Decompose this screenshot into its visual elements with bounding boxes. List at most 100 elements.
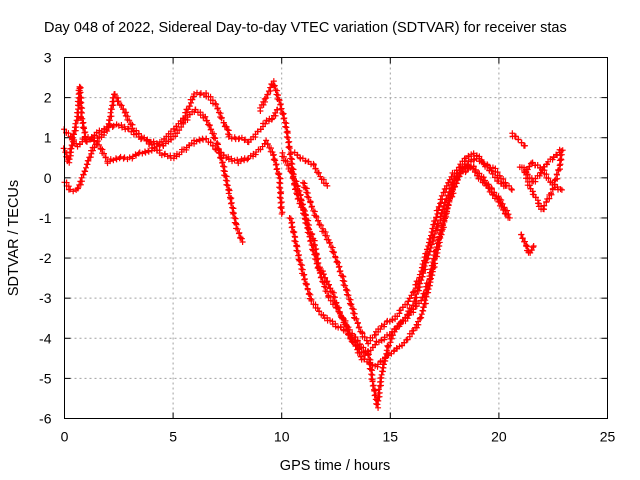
data-point [379, 364, 386, 371]
x-axis-label: GPS time / hours [280, 458, 390, 474]
data-point [164, 153, 171, 160]
data-point [263, 95, 270, 102]
data-point [332, 254, 339, 261]
data-point [357, 353, 364, 360]
data-point [558, 186, 565, 193]
data-point [315, 170, 322, 177]
data-point [281, 115, 288, 122]
data-point [288, 169, 295, 176]
data-point [299, 262, 306, 269]
data-point [349, 305, 356, 312]
data-point [223, 123, 230, 130]
data-point [350, 310, 357, 317]
data-point [180, 116, 187, 123]
data-point [280, 115, 287, 122]
data-point [443, 208, 450, 215]
data-point [273, 91, 280, 98]
data-point [277, 101, 284, 108]
data-point [138, 133, 145, 140]
data-point [361, 334, 368, 341]
data-point [102, 154, 109, 161]
data-point [203, 135, 210, 142]
data-point [506, 214, 513, 221]
data-point [78, 109, 85, 116]
y-tick-label: -5 [39, 370, 52, 386]
chart-title: Day 048 of 2022, Sidereal Day-to-day VTE… [44, 20, 567, 36]
data-point [311, 255, 318, 262]
data-point [82, 134, 89, 141]
data-point [270, 152, 277, 159]
data-point [482, 177, 489, 184]
data-point [106, 116, 113, 123]
data-point [66, 156, 73, 163]
data-point [431, 221, 438, 228]
data-point [217, 154, 224, 161]
data-point [303, 281, 310, 288]
data-point [453, 180, 460, 187]
data-point [355, 324, 362, 331]
data-point [419, 261, 426, 268]
data-point [307, 199, 314, 206]
data-point [519, 235, 526, 242]
data-point [295, 256, 302, 263]
data-point [241, 137, 248, 144]
data-point [336, 268, 343, 275]
data-point [91, 144, 98, 151]
data-point [135, 130, 142, 137]
data-point [126, 117, 133, 124]
y-tick-label: 2 [44, 90, 52, 106]
data-point [530, 243, 537, 250]
data-point [297, 261, 304, 268]
data-point [273, 166, 280, 173]
series-track-g [300, 150, 509, 347]
data-point [276, 97, 283, 104]
data-point [508, 185, 515, 192]
data-point [302, 184, 309, 191]
data-point [286, 145, 293, 152]
data-point [225, 190, 232, 197]
data-point [489, 171, 496, 178]
data-point [73, 124, 80, 131]
data-point [385, 343, 392, 350]
data-point [225, 156, 232, 163]
data-point [297, 196, 304, 203]
data-point [432, 217, 439, 224]
data-point [262, 120, 269, 127]
data-point [286, 151, 293, 158]
data-point [65, 130, 72, 137]
data-point [231, 157, 238, 164]
data-point [382, 354, 389, 361]
data-point [409, 289, 416, 296]
data-point [303, 189, 310, 196]
data-point [313, 214, 320, 221]
data-point [472, 167, 479, 174]
data-point [345, 331, 352, 338]
series-track-a [60, 83, 246, 246]
data-points [60, 78, 566, 411]
data-point [434, 210, 441, 217]
data-point [435, 237, 442, 244]
data-point [186, 103, 193, 110]
data-point [416, 271, 423, 278]
data-point [185, 106, 192, 113]
data-point [126, 154, 133, 161]
y-axis-label: SDTVAR / TECUs [6, 180, 22, 296]
data-point [271, 83, 278, 90]
data-point [429, 232, 436, 239]
data-point [488, 167, 495, 174]
data-point [275, 171, 282, 178]
data-point [275, 96, 282, 103]
data-point [442, 215, 448, 222]
data-point [92, 141, 99, 148]
data-point [404, 301, 411, 308]
data-point [308, 297, 315, 304]
data-point [226, 187, 233, 194]
data-point [276, 194, 283, 201]
data-point [310, 161, 317, 168]
data-point [70, 188, 77, 195]
data-point [271, 156, 278, 163]
data-point [502, 182, 509, 189]
data-point [277, 101, 284, 108]
data-point [213, 101, 220, 108]
data-point [74, 185, 81, 192]
